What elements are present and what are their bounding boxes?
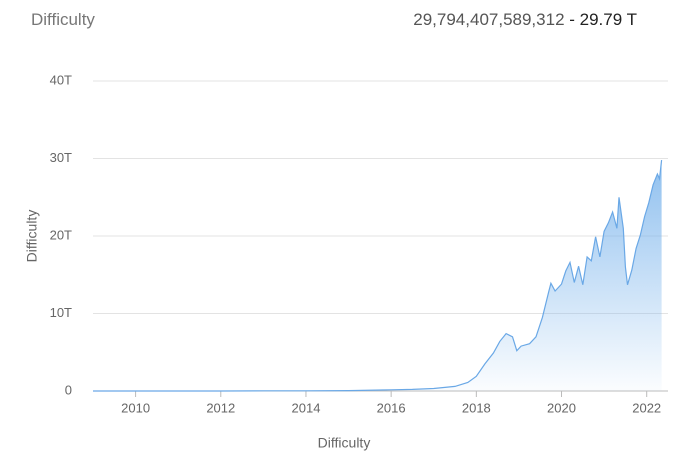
- x-tick-label: 2018: [462, 400, 491, 415]
- header-value: 29,794,407,589,312 - 29.79 T: [413, 10, 637, 30]
- area-fill: [93, 160, 662, 391]
- value-short: - 29.79 T: [569, 10, 637, 29]
- y-tick-label: 30T: [50, 150, 72, 165]
- line: [93, 160, 663, 392]
- y-axis-title: Difficulty: [24, 210, 40, 263]
- header-title: Difficulty: [31, 10, 95, 29]
- x-tick-label: 2012: [206, 400, 235, 415]
- x-tick-label: 2010: [121, 400, 150, 415]
- x-tick-label: 2020: [547, 400, 576, 415]
- x-tick-label: 2022: [632, 400, 661, 415]
- x-tick-label: 2016: [377, 400, 406, 415]
- y-tick-label: 10T: [50, 305, 72, 320]
- x-tick-label: 2014: [292, 400, 321, 415]
- y-tick-label: 20T: [50, 227, 72, 242]
- header: Difficulty 29,794,407,589,312 - 29.79 T: [0, 0, 696, 40]
- value-full: 29,794,407,589,312: [413, 10, 565, 29]
- x-axis-title: Difficulty: [318, 435, 371, 451]
- y-tick-label: 40T: [50, 72, 72, 87]
- y-tick-label: 0: [65, 382, 72, 397]
